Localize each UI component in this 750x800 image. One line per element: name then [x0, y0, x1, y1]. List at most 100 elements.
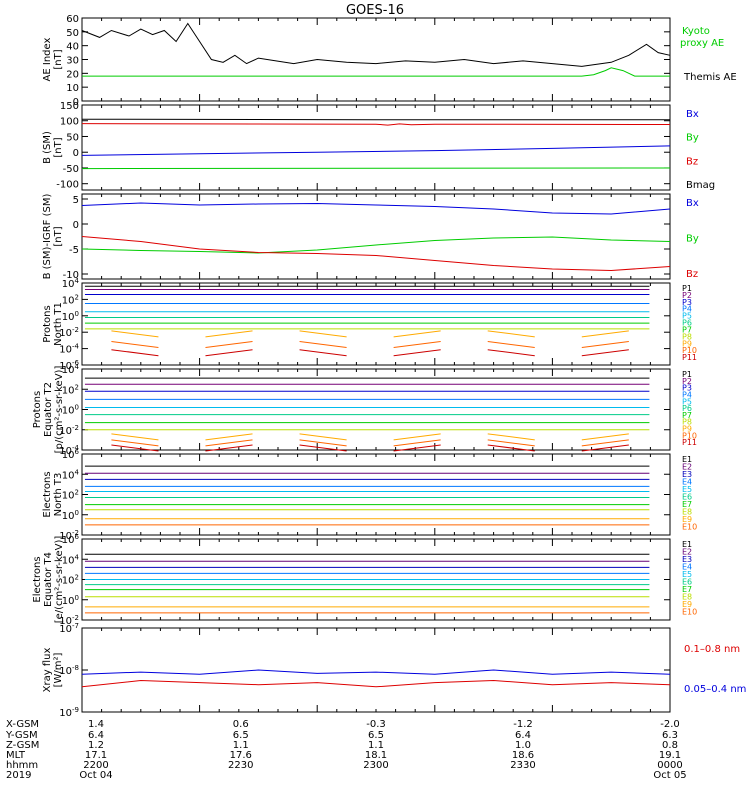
legend-e6: E6	[682, 578, 692, 587]
channel-line-p11	[111, 444, 159, 452]
channel-line-p11	[487, 444, 535, 452]
y-tick-label: 104	[62, 363, 80, 376]
series-line-by	[81, 167, 671, 170]
y-axis-label: [p/(cm²-s-sr-keV)]	[54, 366, 65, 454]
legend-e7: E7	[682, 585, 692, 594]
x-axis-value: 1.0	[515, 740, 531, 751]
y-tick-label: 0	[73, 148, 79, 159]
legend-e7: E7	[682, 500, 692, 509]
channel-line-p9	[487, 433, 535, 441]
x-axis-row-label: Z-GSM	[6, 740, 39, 751]
legend-p9: P9	[682, 425, 692, 434]
legend-bz: Bz	[686, 269, 698, 280]
y-axis-label: Electrons	[32, 556, 43, 602]
y-axis-label: Electrons	[42, 471, 53, 517]
channel-line-p11	[299, 349, 347, 357]
y-tick-label: 100	[62, 509, 79, 522]
y-tick-label: 10-2	[59, 529, 79, 542]
channel-line-p11	[205, 444, 253, 452]
y-axis-label: B (SM)-IGRF (SM)	[42, 194, 53, 280]
x-axis-value: 2300	[363, 760, 388, 771]
x-axis-value: -2.0	[660, 719, 680, 730]
panel-e_equator: 106 104 102 100 10-2 Electrons Equator T4 [e/(c…	[32, 533, 697, 627]
y-axis-label: Equator T4	[43, 552, 54, 607]
legend-p9: P9	[682, 339, 692, 348]
channel-line-p11	[111, 349, 159, 357]
x-axis-value: 0.8	[662, 740, 678, 751]
y-tick-label: 106	[62, 533, 80, 546]
legend-proxy-ae: proxy AE	[680, 38, 724, 49]
plot-title: GOES-16	[346, 3, 404, 18]
channel-line-p10	[111, 439, 159, 447]
x-axis-value: 2330	[510, 760, 535, 771]
y-axis-label: [W/m²]	[53, 652, 64, 687]
y-tick-label: 100	[62, 404, 79, 417]
y-tick-label: 10	[66, 83, 79, 94]
legend-bz: Bz	[686, 156, 698, 167]
legend-e3: E3	[682, 555, 692, 564]
y-axis-label: [e/(cm²-s-sr-keV)]	[54, 536, 65, 624]
legend-p1: P1	[682, 370, 692, 379]
y-tick-label: 50	[66, 28, 79, 39]
legend-p4: P4	[682, 305, 692, 314]
x-axis-value: 2230	[228, 760, 253, 771]
legend-p4: P4	[682, 390, 692, 399]
x-axis-value: 17.6	[230, 750, 252, 761]
legend-p2: P2	[682, 291, 692, 300]
panel-xray: 10-7 10-8 10-9 Xray flux [W/m²] 0.1–0.8 nm 0.0…	[42, 622, 746, 719]
legend-by: By	[686, 133, 699, 144]
legend-p7: P7	[682, 411, 692, 420]
legend-p7: P7	[682, 325, 692, 334]
legend-e8: E8	[682, 508, 692, 517]
legend-p2: P2	[682, 377, 692, 386]
legend-p3: P3	[682, 384, 692, 393]
channel-line-p10	[205, 439, 253, 447]
y-tick-label: 10-7	[59, 622, 79, 635]
series-line-themis-ae	[81, 22, 671, 67]
x-axis-table: X-GSMY-GSMZ-GSMMLThhmm20191.46.41.217.12…	[5, 719, 687, 781]
y-tick-label: 102	[62, 574, 79, 587]
y-axis-label: Xray flux	[42, 648, 53, 693]
legend-e5: E5	[682, 485, 692, 494]
x-axis-value: 2200	[83, 760, 108, 771]
legend-p6: P6	[682, 319, 692, 328]
panel-b_sm: -100 -50 0 50 100 150 B (SM) [nT] Bx By Bz Bmag	[42, 101, 715, 191]
legend-e8: E8	[682, 593, 692, 602]
x-axis-value: 1.4	[88, 719, 104, 730]
legend-e2: E2	[682, 463, 692, 472]
y-axis-label: [nT]	[53, 137, 64, 157]
y-tick-label: 0	[73, 220, 79, 231]
x-axis-row-label: X-GSM	[6, 719, 39, 730]
panel-frame	[81, 627, 671, 713]
legend-by: By	[686, 234, 699, 245]
panel-frame	[81, 282, 671, 366]
panel-frame	[81, 368, 671, 451]
legend-e1: E1	[682, 455, 692, 464]
x-axis-value: 18.6	[512, 750, 534, 761]
channel-line-p9	[393, 330, 441, 338]
y-tick-label: 10-4	[59, 444, 79, 457]
legend-bx: Bx	[686, 109, 699, 120]
legend-e9: E9	[682, 515, 692, 524]
y-tick-label: -5	[69, 245, 79, 256]
channel-line-p9	[205, 433, 253, 441]
x-axis-value: 6.4	[88, 730, 104, 741]
channel-line-p10	[393, 439, 441, 447]
series-line-bz	[81, 123, 671, 126]
channel-line-p10	[487, 341, 535, 348]
y-tick-label: 10-4	[59, 343, 79, 356]
channel-line-p9	[581, 433, 629, 441]
panel-p_north: 104 102 100 10-2 10-4 10-6 Protons North T1 P1P2…	[42, 277, 697, 372]
y-tick-label: 10-2	[59, 424, 79, 437]
x-axis-value: 1.1	[233, 740, 249, 751]
channel-line-p9	[487, 330, 535, 338]
legend-e6: E6	[682, 493, 692, 502]
x-axis-value: 6.5	[368, 730, 384, 741]
channel-line-p11	[205, 349, 253, 357]
x-axis-value: 17.1	[85, 750, 107, 761]
channel-line-p9	[393, 433, 441, 441]
series-line-bx	[81, 202, 671, 215]
series-line-bx	[81, 145, 671, 156]
legend-p3: P3	[682, 298, 692, 307]
channel-line-p10	[205, 341, 253, 348]
